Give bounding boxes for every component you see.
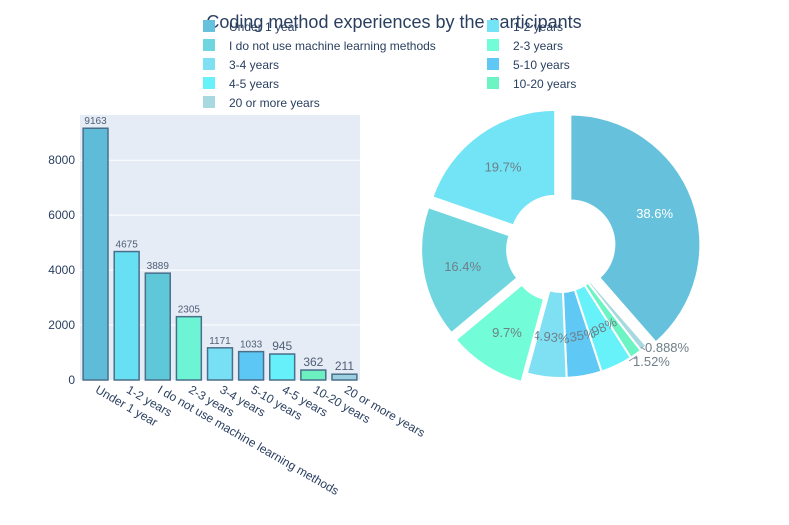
donut-slice <box>454 283 546 384</box>
bar <box>331 373 358 381</box>
y-tick-label: 4000 <box>48 263 75 277</box>
bar-value-label: 1171 <box>209 336 231 347</box>
bar-value-label: 9163 <box>84 116 107 127</box>
legend-label: I do not use machine learning methods <box>229 39 436 53</box>
legend-swatch <box>203 77 215 89</box>
donut-slice <box>431 108 557 227</box>
bar <box>269 353 296 381</box>
legend-swatch <box>487 77 499 89</box>
legend-label: 3-4 years <box>229 58 279 72</box>
legend-label: Under 1 year <box>229 20 298 34</box>
bar-value-label: 362 <box>303 355 323 369</box>
donut-leader-line <box>640 346 646 351</box>
bar <box>144 272 171 381</box>
legend-swatch <box>487 39 499 51</box>
donut-value-label: 1.52% <box>633 354 670 369</box>
legend-label: 5-10 years <box>513 58 570 72</box>
bar <box>82 127 109 381</box>
donut-value-label: 9.7% <box>492 325 522 340</box>
donut-slice <box>420 205 519 335</box>
legend-swatch <box>203 58 215 70</box>
y-tick-label: 8000 <box>48 153 75 167</box>
bar <box>206 347 234 381</box>
bar <box>113 250 140 381</box>
bar-value-label: 2305 <box>178 305 201 316</box>
bar-value-label: 211 <box>335 359 354 373</box>
legend-label: 2-3 years <box>513 39 563 53</box>
legend-swatch <box>203 96 215 108</box>
legend-label: 10-20 years <box>513 77 576 91</box>
bar-value-label: 945 <box>272 339 292 353</box>
donut-slice <box>569 113 702 344</box>
legend-swatch <box>487 58 499 70</box>
donut-chart: 38.6%0.888%1.52%3.98%4.35%4.93%9.7%16.4%… <box>420 108 702 384</box>
legend-swatch <box>487 20 499 32</box>
donut-value-label: 38.6% <box>636 206 673 221</box>
donut-value-label: 4.93% <box>532 327 571 346</box>
bar <box>237 350 265 381</box>
legend-label: 4-5 years <box>229 77 279 91</box>
y-tick-label: 0 <box>68 373 75 387</box>
bar-value-label: 4675 <box>116 240 139 251</box>
legend-swatch <box>203 39 215 51</box>
donut-value-label: 16.4% <box>444 259 481 274</box>
bar <box>300 369 327 381</box>
donut-value-label: 0.888% <box>645 340 690 355</box>
bar <box>175 315 203 381</box>
donut-leader-line <box>628 355 638 362</box>
y-tick-label: 2000 <box>48 318 75 332</box>
donut-value-label: 19.7% <box>485 160 522 175</box>
bar-value-label: 1033 <box>240 340 263 351</box>
donut-value-label: 4.35% <box>558 325 597 346</box>
donut-slice <box>525 289 568 379</box>
y-tick-label: 6000 <box>48 208 75 222</box>
legend-label: 20 or more years <box>229 96 320 110</box>
legend-swatch <box>203 20 215 32</box>
legend: Under 1 year 1-2 years I do not use machin… <box>203 20 576 110</box>
legend-label: 1-2 years <box>513 20 563 34</box>
bar-value-label: 3889 <box>147 261 170 272</box>
